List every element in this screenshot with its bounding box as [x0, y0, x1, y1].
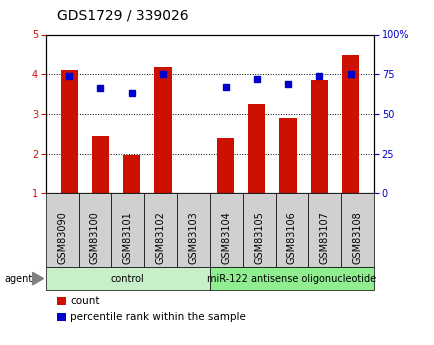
Bar	[92, 136, 109, 193]
Text: GSM83103: GSM83103	[188, 211, 198, 264]
Bar	[154, 67, 171, 193]
Text: GSM83106: GSM83106	[286, 211, 296, 264]
Bar	[123, 155, 140, 193]
Text: GSM83107: GSM83107	[319, 211, 329, 264]
Text: GSM83090: GSM83090	[57, 211, 67, 264]
Bar	[248, 104, 265, 193]
Text: control: control	[111, 274, 145, 284]
Text: percentile rank within the sample: percentile rank within the sample	[70, 312, 246, 322]
Text: GSM83100: GSM83100	[90, 211, 100, 264]
Text: count: count	[70, 296, 100, 306]
Bar	[60, 70, 78, 193]
Text: agent: agent	[4, 274, 33, 284]
Polygon shape	[33, 273, 43, 285]
Text: GSM83108: GSM83108	[352, 211, 362, 264]
Bar	[341, 55, 358, 193]
Bar	[279, 118, 296, 193]
Bar	[310, 80, 327, 193]
Text: GSM83102: GSM83102	[155, 211, 165, 264]
Text: GSM83105: GSM83105	[253, 211, 263, 264]
Bar	[217, 138, 233, 193]
Text: GSM83104: GSM83104	[221, 211, 231, 264]
Text: miR-122 antisense oligonucleotide: miR-122 antisense oligonucleotide	[207, 274, 376, 284]
Text: GSM83101: GSM83101	[122, 211, 132, 264]
Text: GDS1729 / 339026: GDS1729 / 339026	[56, 9, 188, 23]
